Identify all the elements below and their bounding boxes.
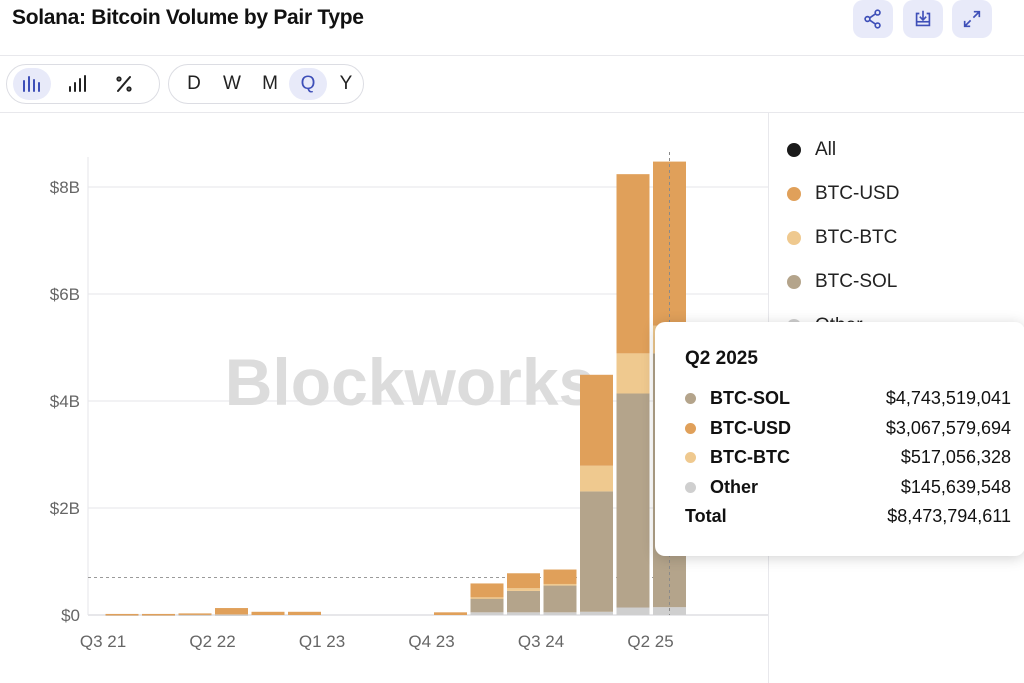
expand-button[interactable] — [952, 0, 992, 38]
legend-item-btc-sol[interactable]: BTC-SOL — [787, 260, 899, 304]
tooltip-label: BTC-SOL — [710, 388, 790, 409]
tooltip-value: $145,639,548 — [900, 476, 1011, 497]
legend: All BTC-USD BTC-BTC BTC-SOL Other — [787, 128, 899, 348]
tooltip-dot — [685, 393, 696, 405]
tooltip-dot — [685, 422, 696, 434]
expand-icon — [963, 10, 981, 28]
bar-segment[interactable] — [178, 613, 212, 615]
bar-segment[interactable] — [288, 611, 321, 615]
x-tick-label: Q3 24 — [518, 632, 564, 651]
legend-dot — [787, 143, 801, 157]
bar-segment[interactable] — [215, 608, 248, 615]
bar-segment[interactable] — [507, 590, 540, 613]
bar-segment[interactable] — [543, 612, 577, 615]
header-divider — [0, 55, 1024, 56]
tooltip-value: $517,056,328 — [900, 447, 1011, 468]
x-tick-label: Q2 25 — [627, 632, 673, 651]
legend-item-all[interactable]: All — [787, 128, 899, 172]
tooltip-row: BTC-USD $3,067,579,694 — [685, 414, 1011, 444]
watermark: Blockworks — [225, 345, 595, 419]
y-tick-label: $6B — [50, 285, 80, 304]
tooltip-label: Other — [710, 476, 759, 497]
legend-label: BTC-SOL — [815, 271, 898, 292]
share-button[interactable] — [853, 0, 893, 38]
toolbar-divider — [0, 112, 1024, 113]
bar-segment[interactable] — [543, 583, 577, 586]
stacked-bar-button[interactable] — [13, 68, 51, 100]
bar-segment[interactable] — [142, 613, 175, 616]
bar-segment[interactable] — [653, 607, 686, 615]
tooltip-label: BTC-USD — [710, 417, 791, 438]
percent-button[interactable] — [105, 68, 143, 100]
y-tick-label: $4B — [50, 392, 80, 411]
tooltip-row: BTC-BTC $517,056,328 — [685, 443, 1011, 473]
bar-segment[interactable] — [178, 614, 212, 616]
y-tick-label: $2B — [50, 499, 80, 518]
bar-segment[interactable] — [470, 598, 504, 613]
x-tick-label: Q1 23 — [299, 632, 345, 651]
x-tick-label: Q3 21 — [80, 632, 126, 651]
bar-segment[interactable] — [507, 573, 540, 589]
bar-segment[interactable] — [616, 174, 650, 354]
tooltip-value: $3,067,579,694 — [885, 417, 1011, 438]
legend-dot — [787, 275, 801, 289]
chart-type-toggle — [6, 64, 160, 104]
download-icon — [915, 10, 931, 27]
tooltip-dot — [685, 452, 696, 464]
bar-segment[interactable] — [507, 588, 540, 591]
bar-segment[interactable] — [105, 613, 139, 616]
bar-segment[interactable] — [616, 353, 650, 394]
interval-w[interactable]: W — [223, 73, 241, 94]
bar-segment[interactable] — [507, 612, 540, 615]
tooltip-label: BTC-BTC — [710, 447, 790, 468]
y-tick-label: $0 — [61, 606, 80, 625]
x-tick-label: Q4 23 — [408, 632, 454, 651]
interval-y[interactable]: Y — [339, 73, 353, 94]
tooltip-dot — [685, 481, 696, 493]
legend-label: BTC-USD — [815, 183, 900, 204]
bar-segment[interactable] — [616, 607, 650, 615]
legend-item-btc-usd[interactable]: BTC-USD — [787, 172, 899, 216]
bar-segment[interactable] — [580, 491, 613, 612]
legend-dot — [787, 187, 801, 201]
bar-segment[interactable] — [616, 393, 650, 608]
bar-segment[interactable] — [580, 611, 613, 615]
tooltip-value: $4,743,519,041 — [885, 388, 1011, 409]
percent-icon — [116, 76, 132, 92]
legend-dot — [787, 231, 801, 245]
bar-segment[interactable] — [215, 614, 248, 616]
legend-item-btc-btc[interactable]: BTC-BTC — [787, 216, 899, 260]
legend-label: All — [815, 139, 837, 160]
bar-icon — [69, 75, 86, 92]
bar-segment[interactable] — [470, 612, 504, 615]
y-tick-label: $8B — [50, 178, 80, 197]
tooltip-total-value: $8,473,794,611 — [887, 506, 1011, 527]
interval-m[interactable]: M — [262, 73, 278, 94]
bar-button[interactable] — [59, 68, 97, 100]
legend-label: BTC-BTC — [815, 227, 898, 248]
stacked-bar-chart: Blockworks $0 $2B $4B $6B $8B Q3 21 Q2 22 Q1 2… — [50, 152, 768, 651]
bar-segment[interactable] — [580, 465, 613, 492]
chart-title: Solana: Bitcoin Volume by Pair Type — [12, 6, 364, 29]
interval-q[interactable]: Q — [289, 68, 327, 100]
interval-d[interactable]: D — [187, 73, 201, 94]
bar-segment[interactable] — [543, 569, 577, 584]
interval-toggle: D W M Q Y — [168, 64, 364, 104]
bar-segment[interactable] — [580, 374, 613, 466]
tooltip-row: Other $145,639,548 — [685, 473, 1011, 503]
bar-segment[interactable] — [543, 585, 577, 613]
bar-segment[interactable] — [434, 612, 467, 615]
bar-segment[interactable] — [470, 597, 504, 599]
share-icon — [864, 9, 881, 29]
tooltip-title: Q2 2025 — [685, 348, 758, 369]
chart-tooltip: Q2 2025 BTC-SOL $4,743,519,041 BTC-USD $… — [655, 322, 1024, 556]
bar-segment[interactable] — [470, 583, 504, 598]
stacked-bar-icon — [23, 76, 40, 92]
tooltip-total-label: Total — [685, 506, 727, 527]
x-tick-label: Q2 22 — [189, 632, 235, 651]
tooltip-row: BTC-SOL $4,743,519,041 — [685, 384, 1011, 414]
download-button[interactable] — [903, 0, 943, 38]
tooltip-total-row: Total $8,473,794,611 — [685, 502, 1011, 532]
bar-segment[interactable] — [251, 611, 285, 615]
